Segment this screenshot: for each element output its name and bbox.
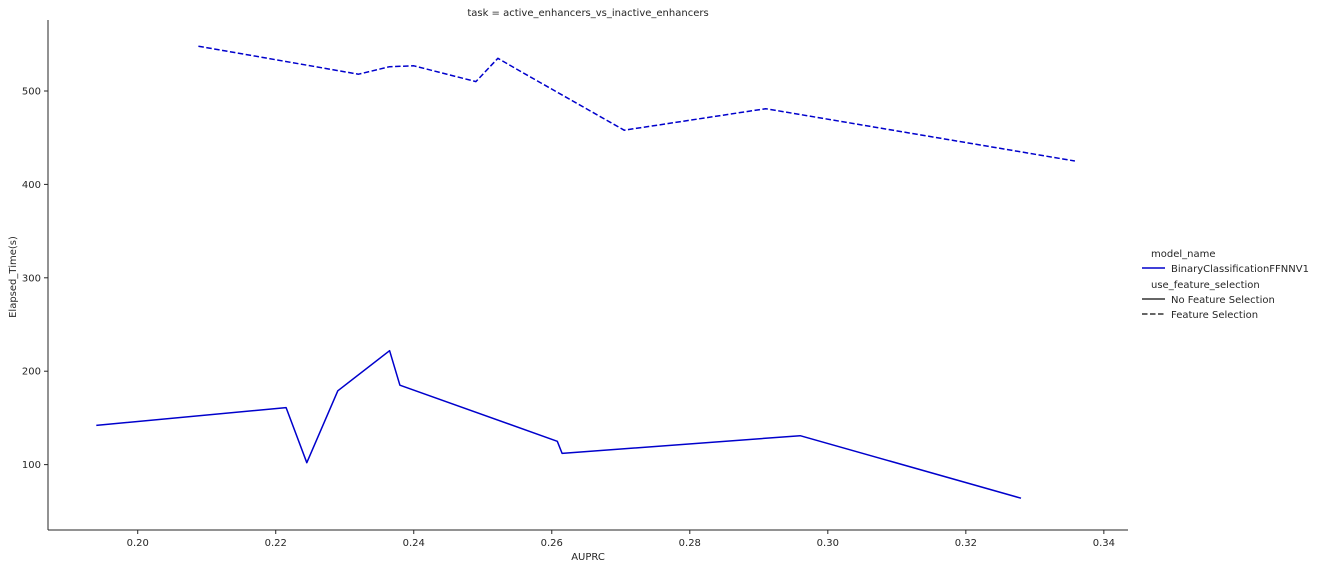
chart-title: task = active_enhancers_vs_inactive_enha… <box>467 8 708 19</box>
x-tick-label: 0.26 <box>541 538 563 549</box>
x-tick-label: 0.34 <box>1093 538 1115 549</box>
y-ticks: 100 200 300 400 500 <box>22 86 48 471</box>
legend-title-style: use_feature_selection <box>1151 280 1260 291</box>
legend: model_name BinaryClassificationFFNNV1 us… <box>1142 249 1309 321</box>
x-tick-label: 0.20 <box>127 538 149 549</box>
y-tick-label: 400 <box>22 180 41 191</box>
x-ticks: 0.20 0.22 0.24 0.26 0.28 0.30 0.32 0.34 <box>127 530 1115 549</box>
legend-label-hue: BinaryClassificationFFNNV1 <box>1171 264 1309 275</box>
x-axis-title: AUPRC <box>571 552 605 563</box>
y-tick-label: 100 <box>22 460 41 471</box>
legend-label-feature-selection: Feature Selection <box>1171 310 1258 321</box>
y-tick-label: 500 <box>22 86 41 97</box>
legend-title-hue: model_name <box>1151 249 1216 260</box>
x-tick-label: 0.22 <box>265 538 287 549</box>
series-line-feature-selection <box>198 45 1076 162</box>
plot-area: 0.20 0.22 0.24 0.26 0.28 0.30 0.32 0.34 100 200 3… <box>22 20 1128 549</box>
series-line-no-feature-selection <box>96 349 1022 499</box>
series-lines <box>96 45 1076 499</box>
x-tick-label: 0.24 <box>403 538 425 549</box>
y-tick-label: 200 <box>22 367 41 378</box>
legend-label-no-feature-selection: No Feature Selection <box>1171 295 1275 306</box>
x-tick-label: 0.30 <box>817 538 839 549</box>
y-axis-title: Elapsed_Time(s) <box>8 236 19 318</box>
x-tick-label: 0.32 <box>955 538 977 549</box>
y-tick-label: 300 <box>22 273 41 284</box>
x-tick-label: 0.28 <box>679 538 701 549</box>
